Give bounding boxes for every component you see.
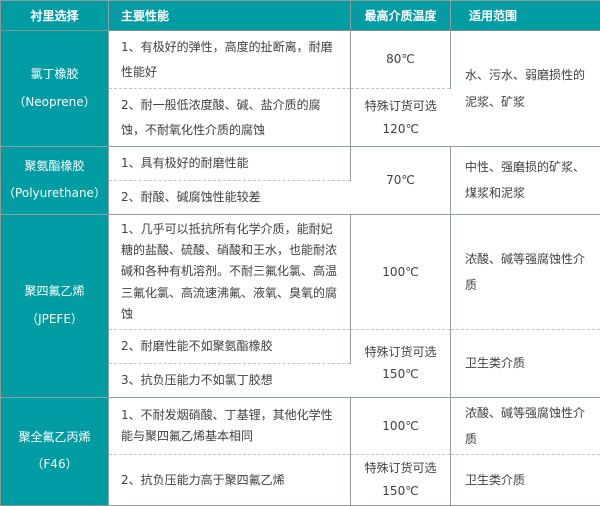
temperature-cell: 70℃	[351, 147, 451, 214]
column-header-main-performance: 主要性能	[109, 1, 351, 31]
application-range-cell: 浓酸、碱等强腐蚀性介质	[451, 397, 600, 455]
material-cell-ptfe: 聚四氟乙烯 （JPEFE）	[1, 214, 109, 397]
material-name-cn: 氯丁橡胶	[3, 61, 106, 89]
material-name-cn: 聚全氟乙丙烯	[3, 424, 106, 452]
application-range-cell: 中性、强磨损的矿浆、煤浆和泥浆	[451, 147, 600, 214]
temperature-cell: 100℃	[351, 397, 451, 455]
application-range-cell: 卫生类介质	[451, 330, 600, 397]
material-name-cn: 聚四氟乙烯	[3, 278, 106, 306]
column-header-application-range: 适用范围	[451, 1, 600, 31]
temperature-value: 150℃	[355, 480, 446, 503]
material-cell-neoprene: 氯丁橡胶 （Neoprene）	[1, 31, 109, 147]
lining-selection-page: 衬里选择 主要性能 最高介质温度 适用范围 氯丁橡胶 （Neoprene） 1、…	[0, 0, 600, 427]
table-header-row: 衬里选择 主要性能 最高介质温度 适用范围	[1, 1, 600, 31]
temperature-cell: 特殊订货可选 150℃	[351, 330, 451, 397]
temperature-cell: 特殊订货可选 120℃	[351, 89, 451, 147]
temperature-note: 特殊订货可选	[355, 341, 446, 364]
material-name-cn: 聚氨酯橡胶	[3, 153, 106, 181]
performance-cell: 2、抗负压能力高于聚四氟乙烯	[109, 455, 351, 506]
temperature-value: 150℃	[355, 363, 446, 386]
temperature-cell: 100℃	[351, 214, 451, 330]
temperature-note: 特殊订货可选	[355, 457, 446, 480]
performance-cell: 3、抗负压能力不如氯丁胶想	[109, 363, 351, 397]
performance-cell: 1、有极好的弹性，高度的扯断离，耐磨性能好	[109, 31, 351, 89]
material-name-en: （JPEFE）	[3, 306, 106, 334]
temperature-value: 120℃	[355, 118, 447, 141]
temperature-cell: 80℃	[351, 31, 451, 89]
material-name-en: （Neoprene）	[3, 89, 106, 117]
material-cell-polyurethane: 聚氨酯橡胶 （Polyurethane）	[1, 147, 109, 214]
material-cell-f46: 聚全氟乙丙烯 （F46）	[1, 397, 109, 505]
table-row: 聚四氟乙烯 （JPEFE） 1、几乎可以抵抗所有化学介质，能耐妃糖的盐酸、硫酸、…	[1, 214, 600, 330]
table-row: 聚全氟乙丙烯 （F46） 1、不耐发烟硝酸、丁基锂，其他化学性能与聚四氟乙烯基本…	[1, 397, 600, 455]
performance-cell: 1、几乎可以抵抗所有化学介质，能耐妃糖的盐酸、硫酸、硝酸和王水，也能耐浓碱和各种…	[109, 214, 351, 330]
material-name-en: （Polyurethane）	[3, 180, 106, 208]
temperature-cell: 特殊订货可选 150℃	[351, 455, 451, 506]
table-row: 聚氨酯橡胶 （Polyurethane） 1、具有极好的耐磨性能 70℃ 中性、…	[1, 147, 600, 181]
application-range-cell: 浓酸、碱等强腐蚀性介质	[451, 214, 600, 330]
material-name-en: （F46）	[3, 451, 106, 479]
temperature-note: 特殊订货可选	[355, 95, 447, 118]
column-header-lining-choice: 衬里选择	[1, 1, 109, 31]
performance-cell: 2、耐磨性能不如聚氨酯橡胶	[109, 330, 351, 364]
application-range-cell: 水、污水、弱磨损性的泥浆、矿浆	[451, 31, 600, 147]
application-range-cell: 卫生类介质	[451, 455, 600, 506]
table-row: 氯丁橡胶 （Neoprene） 1、有极好的弹性，高度的扯断离，耐磨性能好 80…	[1, 31, 600, 89]
performance-cell: 2、耐一般低浓度酸、碱、盐介质的腐蚀，不耐氧化性介质的腐蚀	[109, 89, 351, 147]
column-header-max-medium-temperature: 最高介质温度	[351, 1, 451, 31]
performance-cell: 1、具有极好的耐磨性能	[109, 147, 351, 181]
performance-cell: 1、不耐发烟硝酸、丁基锂，其他化学性能与聚四氟乙烯基本相同	[109, 397, 351, 455]
performance-cell: 2、耐酸、碱腐蚀性能较差	[109, 180, 351, 214]
